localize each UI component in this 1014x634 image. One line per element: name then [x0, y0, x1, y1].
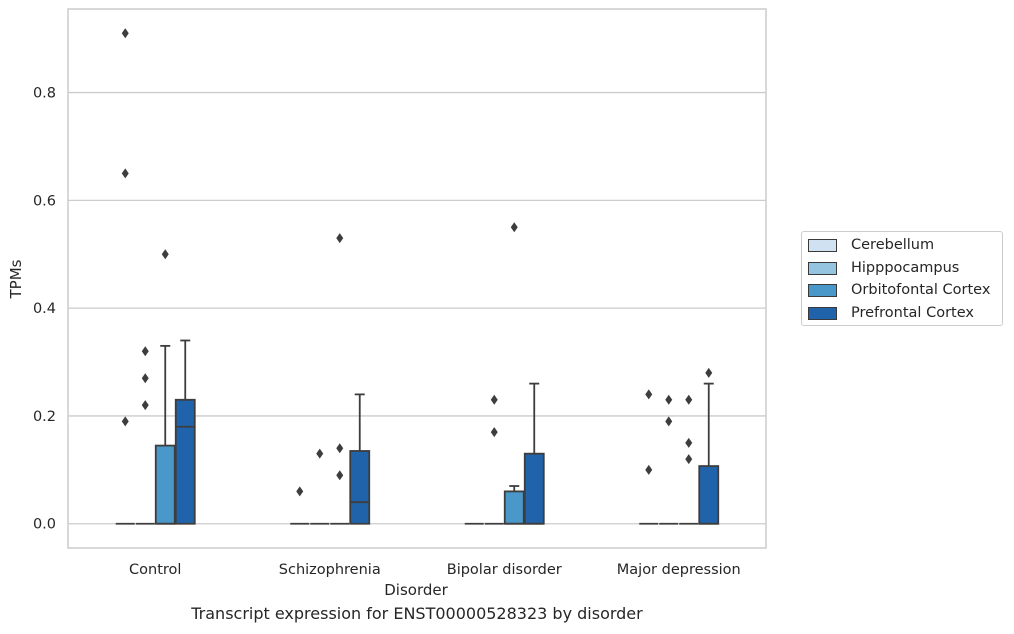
y-axis-title: TPMs — [7, 259, 25, 299]
legend-label: Prefrontal Cortex — [851, 305, 974, 321]
x-tick-label: Major depression — [617, 562, 741, 578]
legend-item: Prefrontal Cortex — [808, 304, 974, 322]
outlier-point — [490, 394, 498, 405]
outlier-point — [121, 168, 129, 179]
outlier-point — [490, 427, 498, 438]
outlier-point — [121, 28, 129, 39]
outlier-point — [705, 367, 713, 378]
plot-frame — [67, 8, 767, 549]
box-plot — [330, 233, 350, 525]
outlier-point — [336, 443, 344, 454]
outlier-point — [141, 346, 149, 357]
box — [698, 465, 720, 525]
x-tick-label: Schizophrenia — [279, 562, 381, 578]
outlier-point — [645, 464, 653, 475]
outlier-point — [685, 437, 693, 448]
outlier-point — [665, 416, 673, 427]
box — [349, 450, 371, 525]
outlier-point — [665, 394, 673, 405]
box-plot — [135, 346, 155, 525]
x-axis-title: Disorder — [384, 581, 448, 599]
y-tick-labels: 0.0 0.2 0.4 0.6 0.8 — [33, 86, 56, 533]
y-tick-label: 0.0 — [33, 517, 56, 533]
y-tick-label: 0.6 — [33, 193, 56, 209]
y-tick-label: 0.8 — [33, 86, 56, 102]
legend-swatch — [808, 283, 837, 297]
outlier-point — [685, 454, 693, 465]
legend-item: Cerebellum — [808, 236, 934, 254]
outlier-point — [336, 470, 344, 481]
legend: Cerebellum Hipppocampus Orbitofontal Cor… — [801, 231, 1003, 326]
legend-label: Hipppocampus — [851, 260, 960, 276]
box-plot — [639, 389, 659, 525]
x-tick-labels: Control Schizophrenia Bipolar disorder Majo… — [129, 562, 741, 578]
legend-swatch — [808, 306, 837, 320]
legend-label: Cerebellum — [851, 237, 935, 253]
legend-swatch — [808, 238, 837, 252]
legend-label: Orbitofontal Cortex — [851, 282, 991, 298]
outlier-point — [161, 249, 169, 260]
outlier-point — [685, 394, 693, 405]
outlier-point — [141, 400, 149, 411]
outlier-point — [336, 233, 344, 244]
y-tick-label: 0.4 — [33, 301, 56, 317]
outlier-point — [296, 486, 304, 497]
legend-item: Hipppocampus — [808, 259, 959, 277]
outlier-point — [645, 389, 653, 400]
box-plot — [290, 486, 310, 525]
outlier-point — [141, 373, 149, 384]
box-plot — [659, 394, 679, 525]
box-plot — [698, 367, 720, 525]
box-plot — [115, 28, 135, 525]
boxes — [115, 28, 720, 525]
box — [503, 490, 525, 525]
legend-swatch — [808, 261, 837, 275]
box — [523, 452, 545, 525]
box-plot — [349, 393, 371, 525]
box — [154, 444, 176, 525]
box-plot — [174, 339, 196, 525]
box-plot — [523, 382, 545, 525]
legend-item: Orbitofontal Cortex — [808, 281, 990, 299]
x-tick-label: Bipolar disorder — [447, 562, 562, 578]
outlier-point — [121, 416, 129, 427]
y-tick-label: 0.2 — [33, 409, 56, 425]
box-plot — [310, 448, 330, 525]
box-plot — [679, 394, 699, 525]
chart-caption: Transcript expression for ENST0000052832… — [191, 604, 643, 623]
box-plot — [503, 222, 525, 525]
outlier-point — [316, 448, 324, 459]
x-tick-label: Control — [129, 562, 181, 578]
box-plot — [484, 394, 504, 525]
box-plot — [154, 249, 176, 525]
box — [174, 398, 196, 525]
outlier-point — [510, 222, 518, 233]
